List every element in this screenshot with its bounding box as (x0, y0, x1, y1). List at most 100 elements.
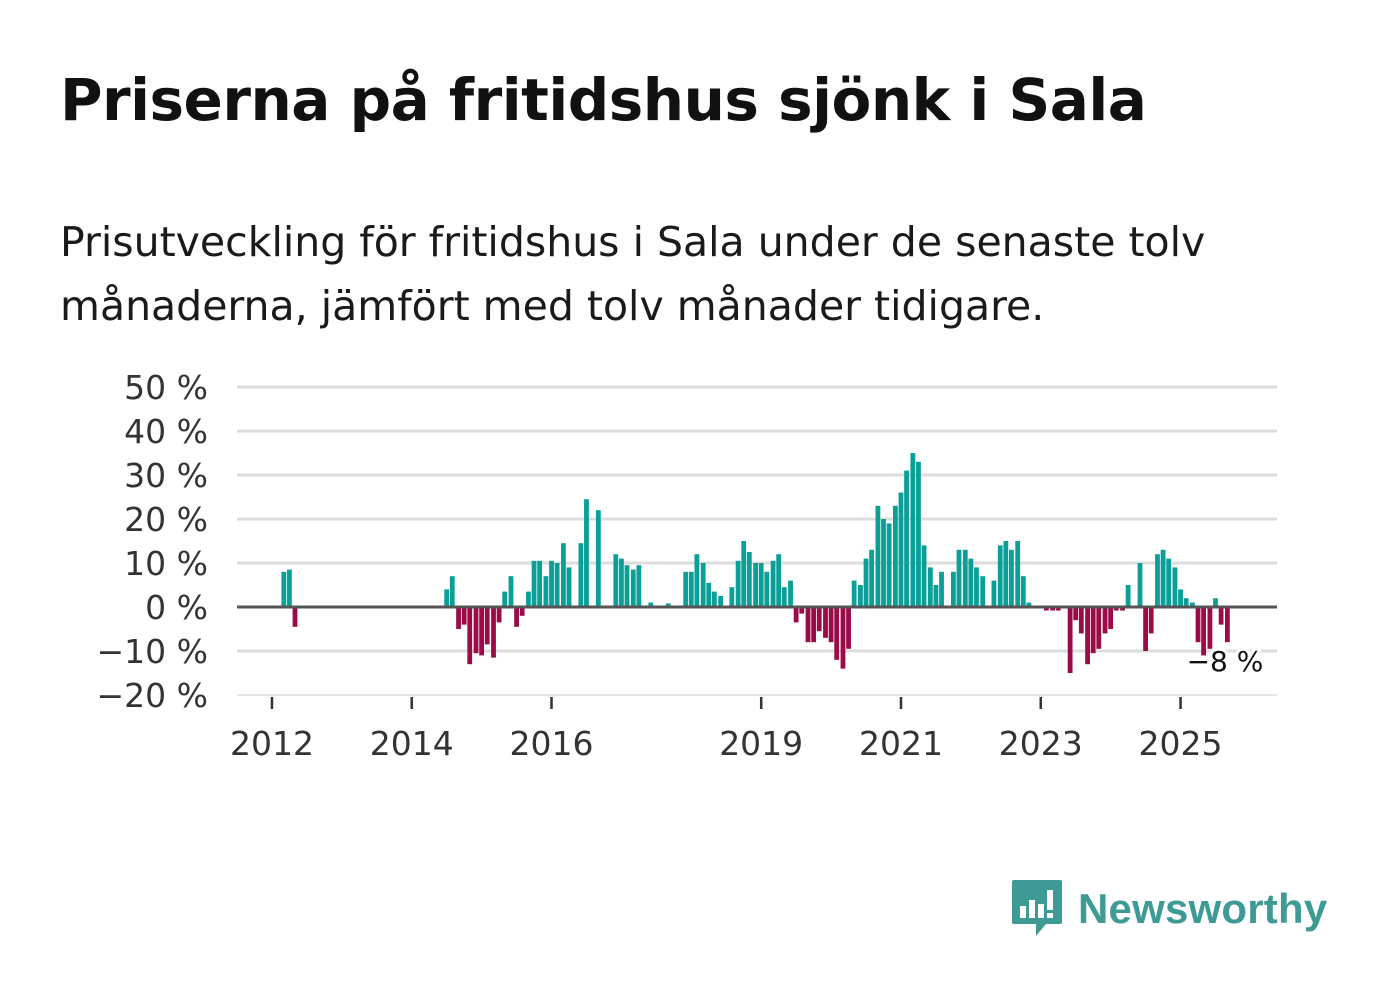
bar (549, 560, 554, 607)
bar (1195, 607, 1201, 643)
bar (980, 576, 986, 607)
bar (514, 607, 519, 627)
bar (1160, 549, 1166, 607)
bar (781, 587, 787, 607)
bar (1166, 558, 1172, 607)
bar (746, 552, 752, 607)
bar (811, 607, 817, 643)
y-tick-label: −10 % (97, 632, 209, 671)
x-tick-label: 2019 (719, 724, 803, 763)
bar (595, 510, 601, 607)
bar (292, 607, 298, 627)
last-value-label: −8 % (1187, 645, 1264, 678)
bar (956, 549, 962, 607)
bar (863, 558, 869, 607)
bar (1207, 607, 1213, 649)
bar (561, 543, 566, 607)
bar (584, 499, 589, 607)
bar (1050, 607, 1056, 611)
bar (823, 607, 828, 638)
bar (1073, 607, 1079, 621)
x-tick-label: 2025 (1139, 724, 1223, 763)
bar (1009, 549, 1014, 607)
bar (281, 571, 287, 607)
bar (875, 505, 881, 607)
bar (1148, 607, 1154, 634)
logo-text: Newsworthy (1078, 885, 1328, 932)
bar (688, 571, 694, 607)
bar (735, 560, 741, 607)
bar (491, 607, 496, 658)
bar (467, 607, 473, 665)
bar (1085, 607, 1090, 665)
bar (1078, 607, 1084, 634)
bar (828, 607, 834, 643)
bar (1201, 607, 1207, 656)
bar (554, 563, 560, 607)
bar (456, 607, 461, 629)
newsworthy-logo: Newsworthy (1010, 878, 1327, 940)
y-tick-label: 10 % (124, 544, 208, 583)
bar (916, 461, 921, 607)
x-axis: 2012 2014 2016 2019 2021 2023 2025 (230, 697, 1223, 763)
bar (1020, 576, 1026, 607)
bar (793, 607, 799, 623)
bar (1137, 563, 1143, 607)
chart-subtitle: Prisutveckling för fritidshus i Sala und… (60, 218, 1206, 330)
bar (624, 565, 630, 607)
y-tick-label: 20 % (124, 500, 208, 539)
bar (1120, 607, 1125, 611)
bar (962, 549, 968, 607)
bar (834, 607, 840, 660)
bar (619, 558, 624, 607)
bar (461, 607, 467, 625)
bar (706, 582, 712, 607)
bar (473, 607, 479, 654)
bar (881, 519, 886, 607)
bar (694, 554, 700, 607)
bar (869, 549, 875, 607)
bar (968, 558, 974, 607)
bar (537, 560, 543, 607)
bar (543, 576, 549, 607)
bar (904, 470, 909, 607)
bar (1108, 607, 1114, 629)
bar (816, 607, 822, 632)
y-tick-label: 0 % (145, 588, 208, 627)
bar (1224, 607, 1230, 643)
bar (1096, 607, 1102, 649)
bar (1055, 607, 1061, 611)
x-tick-label: 2012 (230, 724, 314, 763)
x-tick-label: 2014 (370, 724, 454, 763)
bar (846, 607, 851, 649)
bar (729, 587, 735, 607)
bar (636, 565, 642, 607)
bar (1143, 607, 1148, 651)
bar (665, 603, 671, 607)
bar (1213, 598, 1218, 607)
bar (531, 560, 537, 607)
bar (898, 492, 904, 607)
bar (741, 541, 747, 607)
bar (683, 571, 689, 607)
grid-lines (237, 385, 1277, 696)
x-tick-label: 2021 (859, 724, 943, 763)
bar (1190, 602, 1195, 607)
bar (851, 580, 857, 607)
bar (613, 554, 619, 607)
bar (1015, 541, 1021, 607)
chart-title: Priserna på fritidshus sjönk i Sala (60, 66, 1147, 134)
bar (1067, 607, 1073, 673)
bar (753, 563, 758, 607)
bar (951, 571, 956, 607)
bar (1113, 607, 1119, 611)
bars (281, 453, 1230, 673)
bar (770, 560, 776, 607)
x-tick-label: 2023 (999, 724, 1083, 763)
bar (840, 607, 846, 669)
bar (287, 569, 292, 607)
bar (484, 607, 490, 645)
bar (700, 563, 706, 607)
newsworthy-chart-icon (1012, 880, 1062, 936)
bar (1102, 607, 1108, 634)
